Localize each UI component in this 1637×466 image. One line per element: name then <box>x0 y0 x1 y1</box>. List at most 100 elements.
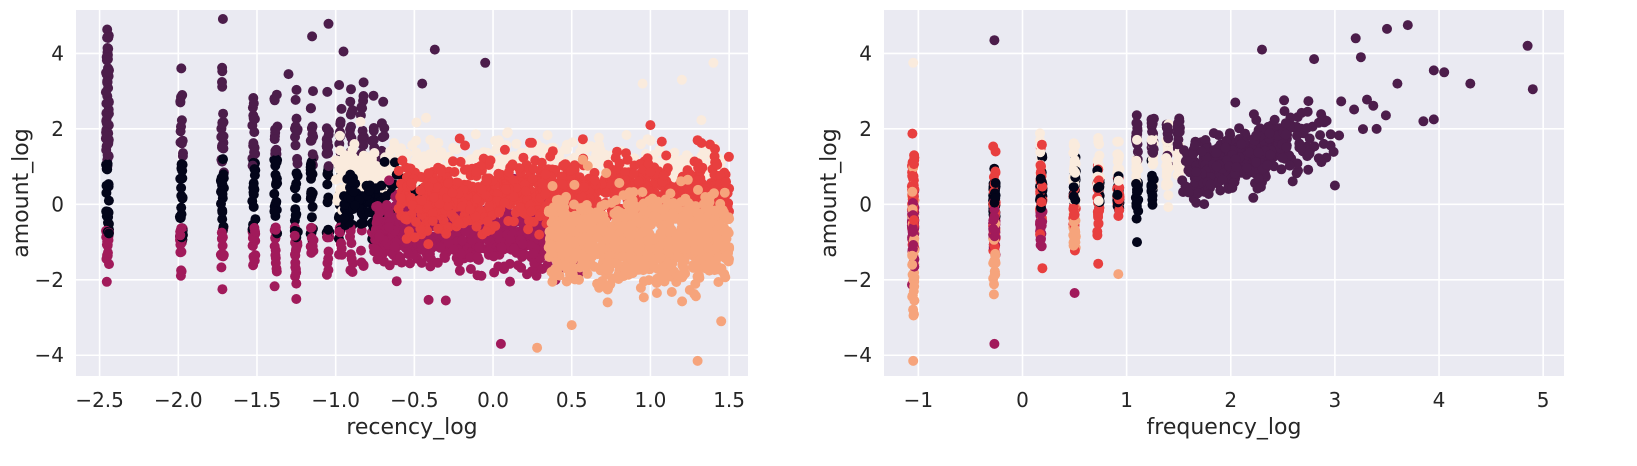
scatter-point <box>1147 170 1157 181</box>
scatter-point <box>217 284 228 295</box>
scatter-point <box>1325 140 1336 151</box>
scatter-point <box>348 186 359 197</box>
scatter-point <box>271 179 281 190</box>
scatter-point <box>218 154 228 165</box>
scatter-point <box>683 198 694 208</box>
scatter-point <box>306 212 317 223</box>
scatter-point <box>1131 178 1142 189</box>
scatter-point <box>269 134 280 145</box>
scatter-point <box>103 97 114 108</box>
x-tick-label: −2.5 <box>75 388 124 412</box>
scatter-point <box>909 159 919 170</box>
scatter-point <box>249 114 260 124</box>
scatter-point <box>217 214 228 225</box>
scatter-point <box>400 213 411 224</box>
scatter-point <box>570 211 581 222</box>
scatter-point <box>557 248 568 258</box>
x-tick-label: −1.5 <box>233 388 282 412</box>
scatter-point <box>651 288 662 298</box>
scatter-point <box>454 265 465 276</box>
scatter-point <box>476 184 487 195</box>
scatter-point <box>683 184 694 195</box>
scatter-point <box>664 259 675 270</box>
scatter-point <box>101 118 112 129</box>
scatter-point <box>652 246 663 257</box>
scatter-point <box>907 128 918 139</box>
scatter-point <box>549 271 560 282</box>
scatter-point <box>721 250 732 261</box>
scatter-point <box>249 147 260 158</box>
scatter-point <box>248 138 259 149</box>
scatter-point <box>1132 164 1143 175</box>
scatter-point <box>367 135 377 146</box>
scatter-point <box>1174 116 1185 127</box>
scatter-point <box>1147 159 1158 170</box>
scatter-point <box>269 206 280 217</box>
scatter-point <box>564 262 575 273</box>
scatter-point <box>594 223 605 234</box>
scatter-point <box>990 178 1001 188</box>
scatter-point <box>1094 181 1105 192</box>
scatter-point <box>397 155 408 166</box>
scatter-point <box>249 127 260 138</box>
scatter-point <box>647 193 658 204</box>
scatter-point <box>216 198 226 209</box>
scatter-point <box>389 157 400 168</box>
scatter-point <box>291 193 302 203</box>
scatter-point <box>1287 176 1298 187</box>
scatter-point <box>907 290 918 301</box>
scatter-point <box>174 211 185 222</box>
scatter-point <box>666 224 677 235</box>
scatter-point <box>674 270 685 281</box>
scatter-point <box>384 222 394 232</box>
x-axis-label: recency_log <box>346 415 477 440</box>
scatter-point <box>250 214 261 225</box>
scatter-point <box>322 86 333 97</box>
scatter-point <box>522 269 532 280</box>
scatter-point <box>338 46 349 57</box>
scatter-point <box>537 264 548 274</box>
scatter-point <box>713 277 724 287</box>
scatter-point <box>1349 104 1360 115</box>
scatter-point <box>345 109 356 120</box>
scatter-point <box>909 215 919 226</box>
scatter-point <box>656 136 667 147</box>
scatter-point <box>1183 187 1194 198</box>
scatter-point <box>692 355 703 366</box>
scatter-point <box>642 134 653 145</box>
scatter-point <box>472 252 483 262</box>
scatter-point <box>546 242 557 253</box>
scatter-point <box>364 207 375 218</box>
scatter-point <box>1146 135 1157 146</box>
scatter-point <box>1301 123 1312 134</box>
scatter-point <box>306 222 316 233</box>
scatter-point <box>103 138 114 149</box>
scatter-point <box>103 66 114 77</box>
scatter-point <box>598 150 609 161</box>
scatter-point <box>645 120 656 131</box>
scatter-point <box>1161 178 1172 189</box>
scatter-point <box>907 250 918 261</box>
scatter-point <box>574 274 584 285</box>
scatter-point <box>1131 155 1142 166</box>
scatter-point <box>1174 126 1185 137</box>
scatter-point <box>658 203 669 214</box>
scatter-point <box>1036 197 1047 208</box>
scatter-point <box>370 244 381 255</box>
scatter-point <box>248 201 259 212</box>
scatter-point <box>218 249 229 260</box>
scatter-point <box>625 200 636 211</box>
scatter-point <box>321 269 332 280</box>
scatter-point <box>1163 202 1174 213</box>
scatter-point <box>346 121 356 132</box>
scatter-point <box>271 196 282 207</box>
scatter-point <box>528 163 539 174</box>
scatter-point <box>542 130 553 141</box>
scatter-point <box>540 189 551 200</box>
scatter-point <box>481 226 492 237</box>
scatter-point <box>1162 159 1173 169</box>
scatter-point <box>441 228 452 239</box>
scatter-point <box>688 262 699 273</box>
scatter-point <box>696 237 707 248</box>
